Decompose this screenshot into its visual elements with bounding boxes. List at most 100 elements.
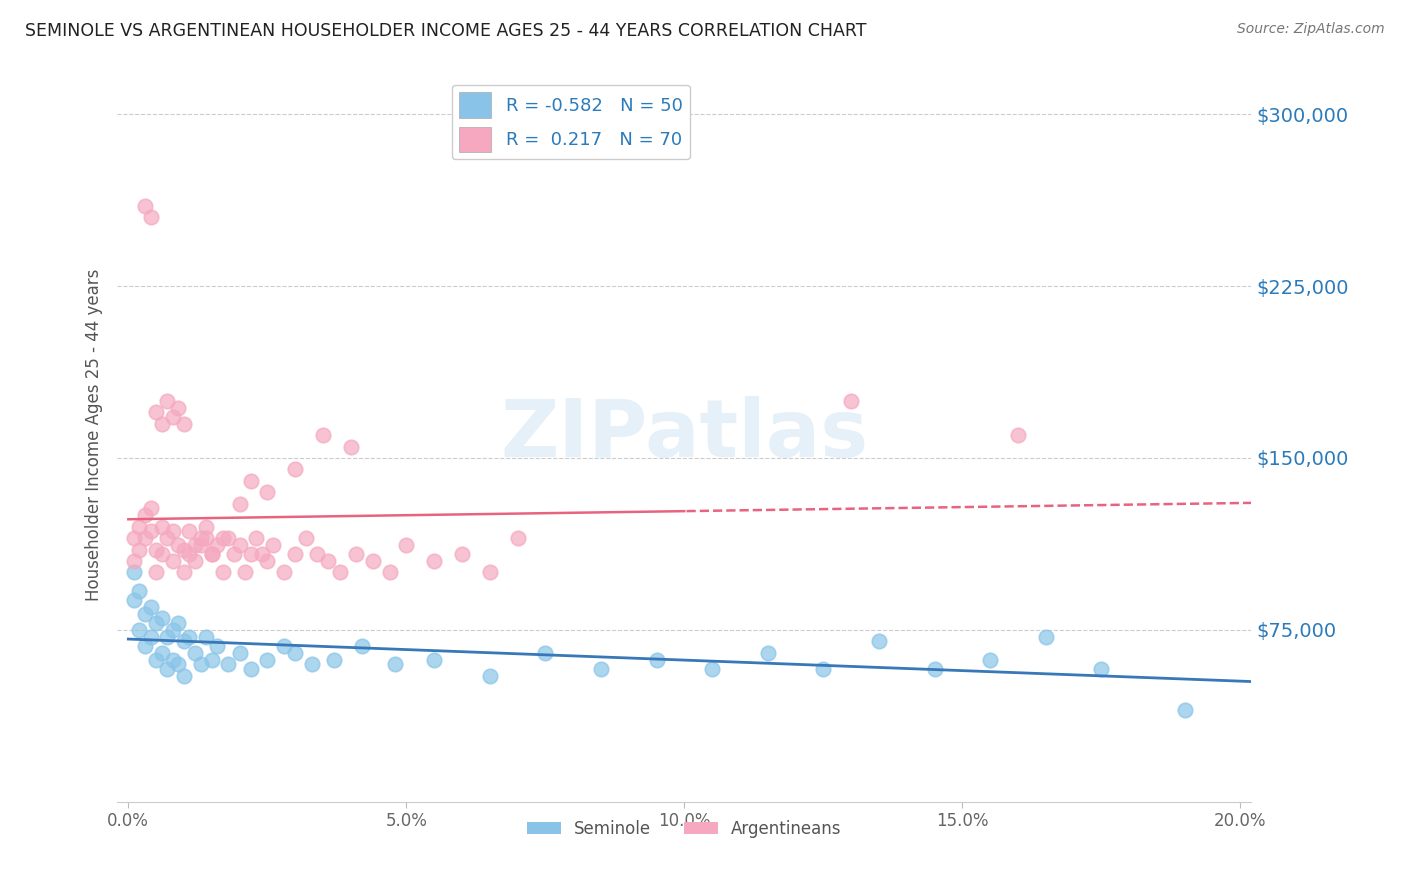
Point <box>167 401 190 415</box>
Point <box>239 547 262 561</box>
Point <box>207 639 229 653</box>
Point <box>150 547 173 561</box>
Point <box>156 662 179 676</box>
Point <box>534 646 557 660</box>
Point <box>284 547 307 561</box>
Text: SEMINOLE VS ARGENTINEAN HOUSEHOLDER INCOME AGES 25 - 44 YEARS CORRELATION CHART: SEMINOLE VS ARGENTINEAN HOUSEHOLDER INCO… <box>25 22 868 40</box>
Point <box>145 615 167 630</box>
Point <box>295 531 318 545</box>
Point <box>323 652 346 666</box>
Text: ZIPatlas: ZIPatlas <box>501 396 869 474</box>
Point <box>173 634 195 648</box>
Point <box>284 646 307 660</box>
Legend: Seminole, Argentineans: Seminole, Argentineans <box>520 814 848 845</box>
Point <box>156 630 179 644</box>
Point <box>1174 703 1197 717</box>
Point <box>145 566 167 580</box>
Point <box>139 501 162 516</box>
Point <box>1035 630 1057 644</box>
Point <box>451 547 474 561</box>
Point <box>167 657 190 672</box>
Point <box>217 657 239 672</box>
Point <box>162 524 184 539</box>
Point <box>589 662 612 676</box>
Point <box>190 531 212 545</box>
Point <box>173 566 195 580</box>
Point <box>813 662 835 676</box>
Point <box>1090 662 1112 676</box>
Point <box>128 583 150 598</box>
Point <box>156 531 179 545</box>
Point <box>284 462 307 476</box>
Point <box>190 538 212 552</box>
Point <box>201 547 224 561</box>
Point <box>211 566 233 580</box>
Point <box>339 440 361 454</box>
Point <box>190 657 212 672</box>
Point <box>179 547 201 561</box>
Point <box>145 405 167 419</box>
Point <box>150 519 173 533</box>
Point <box>1007 428 1029 442</box>
Point <box>256 554 278 568</box>
Point <box>167 538 190 552</box>
Point <box>173 417 195 431</box>
Point <box>318 554 340 568</box>
Point <box>195 531 218 545</box>
Point <box>233 566 256 580</box>
Point <box>979 652 1001 666</box>
Text: Source: ZipAtlas.com: Source: ZipAtlas.com <box>1237 22 1385 37</box>
Point <box>173 542 195 557</box>
Point <box>307 547 329 561</box>
Point <box>156 393 179 408</box>
Point <box>273 566 295 580</box>
Point <box>245 531 267 545</box>
Point <box>167 615 190 630</box>
Point <box>329 566 352 580</box>
Point <box>301 657 323 672</box>
Point <box>361 554 384 568</box>
Point <box>228 497 250 511</box>
Point <box>201 652 224 666</box>
Point <box>128 623 150 637</box>
Point <box>423 554 446 568</box>
Point <box>179 524 201 539</box>
Point <box>217 531 239 545</box>
Point <box>262 538 284 552</box>
Point <box>134 639 156 653</box>
Point <box>344 547 367 561</box>
Point <box>195 519 218 533</box>
Point <box>134 508 156 523</box>
Point <box>122 554 145 568</box>
Y-axis label: Householder Income Ages 25 - 44 years: Householder Income Ages 25 - 44 years <box>86 268 103 601</box>
Point <box>162 652 184 666</box>
Point <box>195 630 218 644</box>
Point <box>150 646 173 660</box>
Point <box>839 393 862 408</box>
Point <box>256 652 278 666</box>
Point <box>384 657 406 672</box>
Point <box>150 417 173 431</box>
Point <box>239 474 262 488</box>
Point <box>179 630 201 644</box>
Point <box>173 668 195 682</box>
Point <box>868 634 890 648</box>
Point <box>924 662 946 676</box>
Point <box>184 554 207 568</box>
Point <box>228 538 250 552</box>
Point <box>312 428 335 442</box>
Point <box>478 668 501 682</box>
Point <box>162 623 184 637</box>
Point <box>122 566 145 580</box>
Point <box>134 607 156 621</box>
Point <box>122 531 145 545</box>
Point <box>211 531 233 545</box>
Point <box>756 646 779 660</box>
Point <box>350 639 373 653</box>
Point <box>162 409 184 424</box>
Point <box>145 542 167 557</box>
Point <box>250 547 273 561</box>
Point <box>395 538 418 552</box>
Point <box>128 519 150 533</box>
Point <box>134 531 156 545</box>
